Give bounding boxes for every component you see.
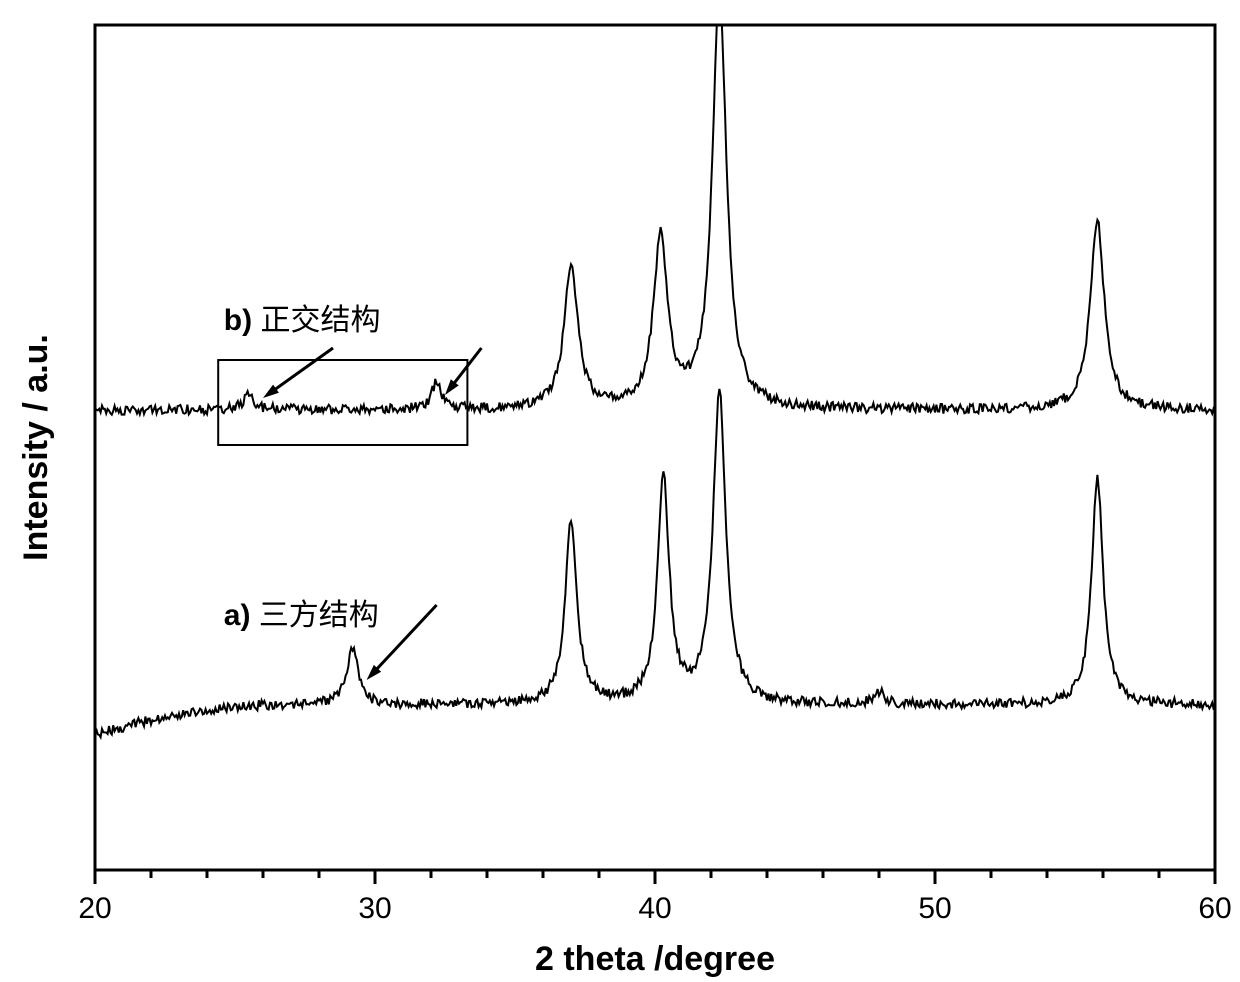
- x-tick-label: 60: [1198, 892, 1231, 925]
- x-axis-tick-labels: 20 30 40 50 60: [78, 892, 1231, 925]
- chart-svg: 20 30 40 50 60 a) 三方结构 b) 正交结构 2 theta /degre…: [0, 0, 1240, 982]
- x-tick-label: 20: [78, 892, 111, 925]
- annotations: a) 三方结构 b) 正交结构: [218, 304, 481, 680]
- series-b-highlight-box: [218, 360, 467, 445]
- xrd-chart: 20 30 40 50 60 a) 三方结构 b) 正交结构 2 theta /degre…: [0, 0, 1240, 982]
- series-b-label: b) 正交结构: [224, 304, 381, 337]
- plot-frame: [95, 25, 1215, 870]
- series-b-line: [95, 0, 1215, 415]
- y-axis-label: Intensity / a.u.: [17, 334, 55, 561]
- x-tick-label: 50: [918, 892, 951, 925]
- x-axis-label: 2 theta /degree: [535, 940, 775, 978]
- series-a-line: [95, 389, 1215, 737]
- series-a-label: a) 三方结构: [224, 599, 379, 632]
- x-axis-ticks: [95, 870, 1215, 884]
- x-tick-label: 40: [638, 892, 671, 925]
- x-tick-label: 30: [358, 892, 391, 925]
